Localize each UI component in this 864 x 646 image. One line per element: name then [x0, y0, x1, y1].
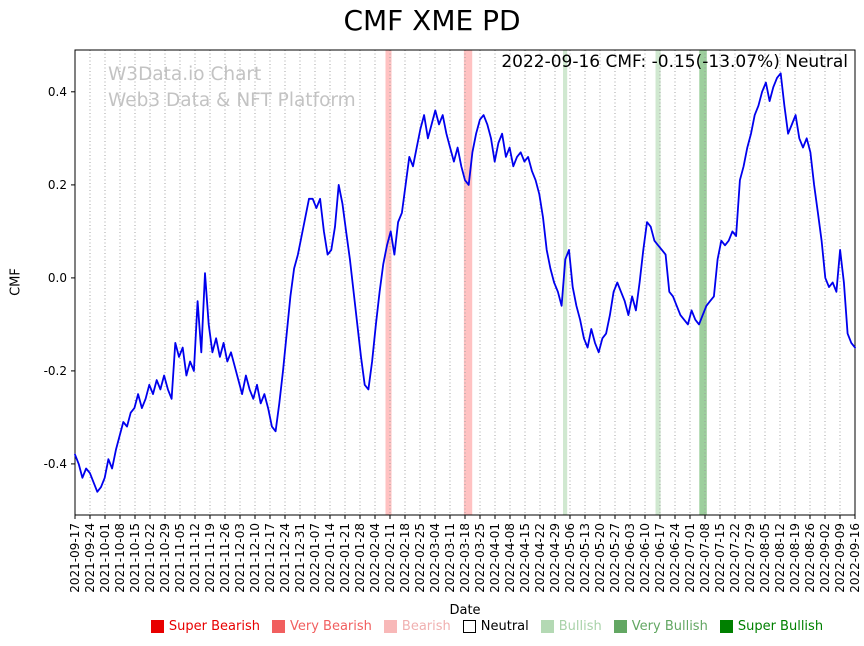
legend-item-very-bearish: Very Bearish	[272, 619, 372, 634]
legend-item-super-bullish: Super Bullish	[719, 619, 824, 634]
y-tick-label: 0.4	[48, 85, 67, 99]
latest-value-annotation: 2022-09-16 CMF: -0.15(-13.07%) Neutral	[501, 52, 848, 72]
legend-item-bullish: Bullish	[540, 619, 602, 634]
signal-band-bullish	[563, 50, 568, 515]
x-tick-label: 2022-01-28	[353, 523, 367, 593]
x-tick-label: 2022-01-21	[338, 523, 352, 593]
x-tick-label: 2022-07-22	[728, 523, 742, 593]
x-tick-label: 2021-12-10	[248, 523, 262, 593]
x-axis-label: Date	[449, 603, 481, 618]
x-tick-label: 2022-02-18	[398, 523, 412, 593]
legend-swatch	[719, 620, 733, 633]
x-tick-label: 2022-08-05	[758, 523, 772, 593]
legend-label: Super Bullish	[737, 619, 824, 634]
x-tick-label: 2022-08-19	[788, 523, 802, 593]
legend-swatch	[272, 620, 285, 633]
x-tick-label: 2021-12-24	[278, 523, 292, 593]
x-tick-label: 2021-10-01	[98, 523, 112, 593]
signal-band-bullish	[655, 50, 661, 515]
watermark-line1: W3Data.io Chart	[108, 64, 262, 85]
chart-title: CMF XME PD	[343, 4, 521, 37]
legend-swatch	[150, 620, 164, 633]
x-tick-label: 2022-08-26	[803, 523, 817, 593]
watermark: W3Data.io Chart Web3 Data & NFT Platform	[108, 62, 356, 114]
y-tick-label: 0.2	[48, 178, 67, 192]
x-tick-label: 2021-10-22	[143, 523, 157, 593]
signal-band-bearish	[463, 50, 473, 515]
watermark-line2: Web3 Data & NFT Platform	[108, 90, 356, 111]
x-tick-label: 2022-04-29	[548, 523, 562, 593]
x-tick-label: 2022-09-16	[848, 523, 862, 593]
x-tick-label: 2022-05-06	[563, 523, 577, 593]
x-tick-label: 2022-04-08	[503, 523, 517, 593]
x-tick-label: 2021-11-19	[203, 523, 217, 593]
legend-swatch	[383, 620, 397, 633]
x-tick-label: 2022-02-04	[368, 523, 382, 593]
legend-item-very-bullish: Very Bullish	[613, 619, 708, 634]
x-tick-label: 2022-09-02	[818, 523, 832, 593]
x-tick-label: 2021-10-08	[113, 523, 127, 593]
x-tick-label: 2022-04-22	[533, 523, 547, 593]
x-tick-label: 2022-05-13	[578, 523, 592, 593]
x-tick-label: 2022-02-11	[383, 523, 397, 593]
legend-label: Super Bearish	[168, 619, 260, 634]
x-tick-label: 2021-12-31	[293, 523, 307, 593]
x-tick-label: 2021-09-17	[68, 523, 82, 593]
x-tick-label: 2022-08-12	[773, 523, 787, 593]
x-tick-label: 2021-11-05	[173, 523, 187, 593]
x-tick-label: 2022-06-03	[623, 523, 637, 593]
legend-label: Neutral	[480, 619, 529, 634]
x-tick-label: 2022-03-25	[473, 523, 487, 593]
x-tick-label: 2022-06-17	[653, 523, 667, 593]
x-tick-label: 2022-07-08	[698, 523, 712, 593]
x-tick-label: 2021-10-15	[128, 523, 142, 593]
y-tick-label: 0.0	[48, 271, 67, 285]
x-tick-label: 2021-11-26	[218, 523, 232, 593]
x-tick-label: 2022-01-07	[308, 523, 322, 593]
x-tick-label: 2022-06-10	[638, 523, 652, 593]
x-tick-label: 2022-06-24	[668, 523, 682, 593]
signal-band-bearish	[385, 50, 392, 515]
x-tick-label: 2022-02-25	[413, 523, 427, 593]
x-tick-label: 2021-12-03	[233, 523, 247, 593]
cmf-line	[74, 72, 856, 493]
y-axis-label: CMF	[8, 268, 24, 296]
x-tick-label: 2022-03-11	[443, 523, 457, 593]
x-tick-label: 2022-03-04	[428, 523, 442, 593]
legend-swatch	[540, 620, 554, 633]
legend-label: Very Bearish	[290, 619, 372, 634]
legend-item-neutral: Neutral	[462, 619, 529, 634]
y-tick-label: -0.4	[44, 457, 67, 471]
x-tick-label: 2022-05-27	[608, 523, 622, 593]
legend-label: Very Bullish	[631, 619, 708, 634]
x-tick-label: 2021-09-24	[83, 523, 97, 593]
legend-label: Bullish	[558, 619, 602, 634]
x-tick-label: 2022-07-29	[743, 523, 757, 593]
x-tick-label: 2022-07-01	[683, 523, 697, 593]
x-tick-label: 2021-11-12	[188, 523, 202, 593]
x-tick-label: 2021-12-17	[263, 523, 277, 593]
legend: Super Bearish Very Bearish Bearish Neutral B…	[110, 619, 864, 634]
y-tick-label: -0.2	[44, 364, 67, 378]
x-tick-label: 2022-03-18	[458, 523, 472, 593]
legend-item-super-bearish: Super Bearish	[150, 619, 260, 634]
x-tick-label: 2022-07-15	[713, 523, 727, 593]
legend-swatch	[613, 620, 627, 633]
legend-swatch	[462, 620, 476, 633]
x-tick-label: 2022-01-14	[323, 523, 337, 593]
x-tick-label: 2022-04-15	[518, 523, 532, 593]
signal-band-very-bullish	[699, 50, 707, 515]
legend-label: Bearish	[401, 619, 451, 634]
legend-item-bearish: Bearish	[383, 619, 451, 634]
x-tick-label: 2022-04-01	[488, 523, 502, 593]
x-tick-label: 2022-09-09	[833, 523, 847, 593]
x-tick-label: 2021-10-29	[158, 523, 172, 593]
x-tick-label: 2022-05-20	[593, 523, 607, 593]
